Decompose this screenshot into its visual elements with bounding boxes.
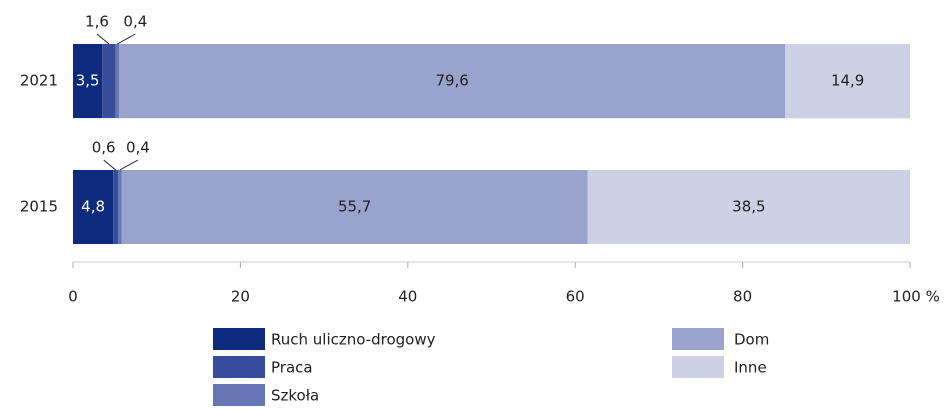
x-tick-label: 40 bbox=[398, 288, 417, 306]
bar-segment bbox=[121, 170, 588, 244]
bar-segment bbox=[73, 170, 114, 244]
legend-swatch bbox=[213, 328, 265, 350]
legend-label: Inne bbox=[734, 359, 767, 377]
legend-swatch bbox=[672, 328, 724, 350]
value-label: 38,5 bbox=[732, 198, 765, 216]
bar-segment bbox=[115, 44, 120, 118]
legend-swatch bbox=[672, 356, 724, 378]
x-tick-label: 100 % bbox=[892, 288, 940, 306]
value-label: 79,6 bbox=[435, 72, 468, 90]
value-label: 1,6 bbox=[85, 13, 109, 31]
value-label: 4,8 bbox=[81, 198, 105, 216]
leader-line bbox=[96, 33, 110, 45]
legend-swatch bbox=[213, 384, 265, 406]
y-tick-label: 2021 bbox=[20, 72, 58, 90]
legend-label: Szkoła bbox=[271, 387, 319, 405]
legend-swatch bbox=[213, 356, 265, 378]
bar-segment bbox=[73, 44, 103, 118]
leader-line bbox=[119, 159, 139, 171]
bar-segment bbox=[113, 170, 119, 244]
x-tick-label: 20 bbox=[231, 288, 250, 306]
x-tick-label: 0 bbox=[68, 288, 78, 306]
bar-segment bbox=[102, 44, 116, 118]
x-tick-label: 80 bbox=[733, 288, 752, 306]
value-label: 0,4 bbox=[126, 139, 150, 157]
value-label: 14,9 bbox=[831, 72, 864, 90]
leader-line bbox=[117, 33, 136, 45]
y-tick-label: 2015 bbox=[20, 198, 58, 216]
legend-label: Ruch uliczno-drogowy bbox=[271, 331, 436, 349]
x-tick-label: 60 bbox=[566, 288, 585, 306]
bar-segment bbox=[785, 44, 910, 118]
value-label: 0,6 bbox=[92, 139, 116, 157]
value-label: 55,7 bbox=[338, 198, 371, 216]
value-label: 0,4 bbox=[123, 13, 147, 31]
bar-segment bbox=[118, 170, 122, 244]
legend-label: Praca bbox=[271, 359, 313, 377]
bar-segment bbox=[587, 170, 910, 244]
bar-segment bbox=[119, 44, 786, 118]
legend-label: Dom bbox=[734, 331, 769, 349]
value-label: 3,5 bbox=[76, 72, 100, 90]
leader-line bbox=[103, 159, 117, 171]
